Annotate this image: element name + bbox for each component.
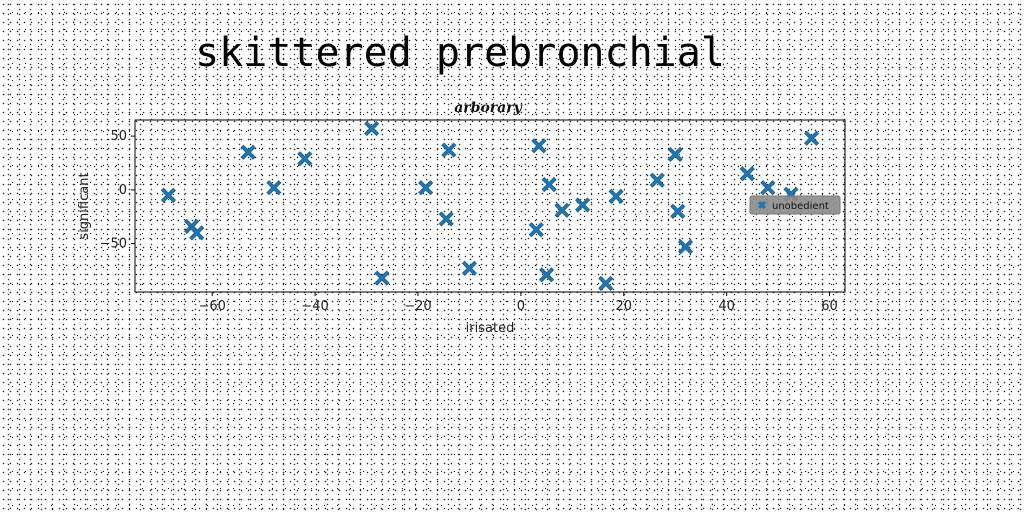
- x-tick-label: 0: [517, 299, 525, 314]
- data-point: [240, 144, 256, 160]
- y-tick-label: −50: [100, 237, 127, 252]
- data-point: [438, 211, 454, 227]
- data-point: [266, 180, 282, 196]
- data-point: [598, 275, 614, 291]
- data-point: [803, 130, 820, 146]
- data-point: [670, 203, 686, 219]
- data-point: [364, 121, 380, 137]
- data-point: [441, 142, 457, 158]
- data-point: [649, 172, 665, 188]
- y-tick-label: 50: [110, 129, 127, 144]
- data-points: [160, 121, 820, 291]
- plot-frame: [134, 119, 846, 293]
- data-point: [739, 166, 755, 182]
- x-tick-label: −40: [301, 299, 328, 314]
- data-point: [541, 176, 557, 193]
- legend-box: [749, 195, 841, 215]
- y-tick-label: 0: [119, 183, 127, 198]
- data-point: [418, 180, 434, 196]
- x-tick-label: −20: [404, 299, 431, 314]
- page-title: skittered prebronchial: [195, 30, 725, 76]
- x-axis: −60 −40 −20 0 20 40 60: [198, 292, 838, 314]
- data-point: [461, 260, 477, 276]
- y-axis-label: significant: [77, 172, 92, 239]
- legend-marker: [758, 201, 766, 209]
- plot-area: [135, 120, 845, 292]
- data-point: [160, 187, 177, 203]
- x-tick-label: 40: [718, 299, 735, 314]
- data-point: [554, 202, 570, 218]
- data-point: [608, 188, 624, 204]
- x-tick-label: −60: [198, 299, 225, 314]
- data-point: [189, 225, 205, 241]
- x-tick-label: 60: [821, 299, 838, 314]
- data-point: [297, 151, 313, 167]
- chart-title: arborary: [454, 100, 522, 116]
- data-point: [677, 239, 694, 255]
- legend-label: unobedient: [772, 201, 829, 212]
- data-point: [667, 146, 683, 162]
- data-point: [531, 138, 547, 154]
- y-axis: −50 0 50: [100, 129, 135, 252]
- data-point: [760, 180, 776, 196]
- data-point: [528, 222, 544, 238]
- data-point: [575, 197, 591, 213]
- x-axis-label: irisated: [466, 321, 515, 336]
- data-point: [374, 270, 390, 286]
- legend: unobedient: [749, 195, 841, 215]
- data-point: [539, 267, 555, 283]
- x-tick-label: 20: [615, 299, 632, 314]
